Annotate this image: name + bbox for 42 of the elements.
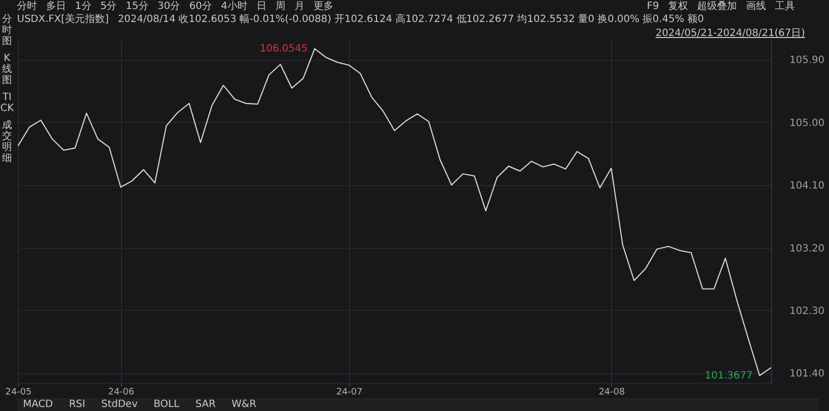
text: SAR	[195, 398, 216, 411]
text: 月	[294, 0, 304, 13]
text: 5分	[100, 0, 117, 13]
text: RSI	[68, 398, 86, 411]
text: K线图	[1, 53, 13, 86]
text: 超级叠加	[697, 0, 737, 13]
text: TICK	[0, 92, 14, 114]
text: 分时图	[1, 14, 13, 47]
text: 周	[275, 0, 286, 13]
text: 成交明细	[1, 120, 13, 164]
y-tick-label: 105.00	[790, 118, 824, 129]
text: 复权	[668, 0, 688, 13]
text: BOLL	[154, 398, 180, 411]
text: 画线	[746, 0, 766, 13]
text: 日	[256, 0, 266, 13]
text: W&R	[232, 398, 256, 411]
y-tick-label: 104.10	[790, 180, 824, 192]
text: F9	[646, 0, 659, 13]
y-tick-label: 101.40	[790, 368, 824, 380]
text: 工具	[775, 0, 795, 13]
text: 60分	[189, 0, 212, 13]
y-tick-label: 103.20	[790, 243, 824, 254]
text: 30分	[157, 0, 180, 13]
x-tick-label: 24-08	[598, 388, 626, 398]
chart-subtitle: 2024/08/14 收102.6053 幅-0.01%(-0.0088) 开102.6124 高102.7274 低102.2677 均102.5532 量0 换0.00% 振0.45% 额0	[118, 13, 704, 27]
chart-title: USDX.FX[美元指数]	[17, 13, 109, 27]
text: StdDev	[101, 398, 138, 411]
x-tick-label: 24-06	[108, 388, 135, 398]
y-tick-label: 105.90	[790, 55, 824, 66]
annotation: 101.3677	[704, 370, 753, 382]
text: 4小时	[220, 0, 248, 13]
text: MACD	[23, 398, 53, 411]
x-tick-label: 24-05	[5, 388, 32, 398]
annotation: 106.0545	[260, 44, 308, 55]
y-tick-label: 102.30	[790, 306, 824, 317]
text: 2024/05/21-2024/08/21(67日)	[656, 27, 805, 40]
text: 1分	[75, 0, 92, 13]
text: 更多	[313, 0, 334, 13]
text: 15分	[126, 0, 148, 13]
text: 多日	[46, 0, 66, 13]
x-tick-label: 24-07	[336, 388, 362, 398]
text: 分时	[17, 0, 37, 13]
